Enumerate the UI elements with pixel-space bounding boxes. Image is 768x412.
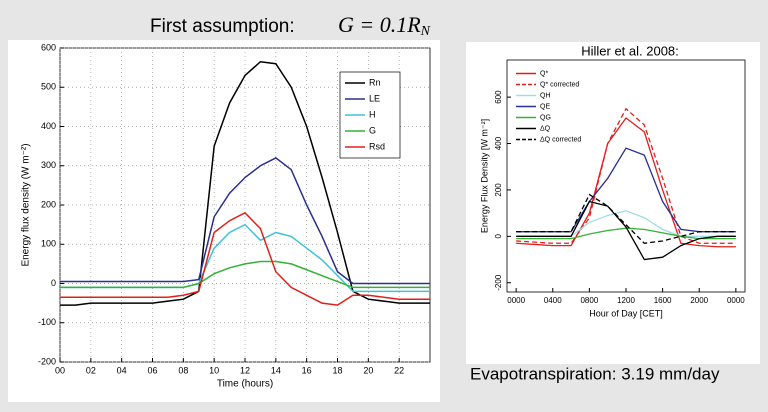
legend-label: Q* corrected bbox=[540, 81, 579, 88]
x-axis-label: Hour of Day [CET] bbox=[589, 308, 663, 318]
legend-label: Rn bbox=[369, 77, 381, 87]
legend-label: Q* bbox=[540, 70, 548, 77]
x-tick-label: 0000 bbox=[507, 296, 525, 305]
x-tick-label: 2000 bbox=[690, 296, 708, 305]
y-axis-label: Energy flux density (W m⁻²) bbox=[21, 143, 32, 266]
x-tick-label: 06 bbox=[147, 365, 157, 375]
x-tick-label: 10 bbox=[209, 365, 219, 375]
footer: Evapotranspiration: 3.19 mm/day bbox=[470, 364, 720, 383]
x-tick-label: 18 bbox=[332, 365, 342, 375]
x-tick-label: 14 bbox=[271, 365, 281, 375]
legend-label: Rsd bbox=[369, 141, 385, 151]
x-tick-label: 0400 bbox=[544, 296, 562, 305]
x-tick-label: 08 bbox=[178, 365, 188, 375]
y-tick-label: 300 bbox=[41, 160, 56, 170]
chart-title: Hiller et al. 2008: bbox=[581, 43, 679, 58]
y-tick-label: -100 bbox=[38, 317, 56, 327]
legend-label: QE bbox=[540, 103, 550, 110]
series-line bbox=[60, 260, 430, 289]
formula-main: G = 0.1R bbox=[338, 12, 421, 37]
x-tick-label: 00 bbox=[55, 365, 65, 375]
y-tick-label: 200 bbox=[41, 199, 56, 209]
slide-title: First assumption: bbox=[150, 16, 295, 37]
formula-subscript: N bbox=[420, 24, 431, 39]
x-tick-label: 0000 bbox=[727, 296, 745, 305]
series-line bbox=[516, 193, 736, 244]
series-line bbox=[516, 200, 736, 261]
x-tick-label: 1200 bbox=[617, 296, 635, 305]
x-axis-label: Time (hours) bbox=[217, 379, 273, 390]
series-line bbox=[60, 211, 430, 306]
y-tick-label: 600 bbox=[41, 42, 56, 52]
legend-label: QG bbox=[540, 114, 551, 121]
legend-label: QH bbox=[540, 92, 551, 99]
legend-label: G bbox=[369, 125, 376, 135]
plot-area bbox=[506, 59, 746, 293]
x-tick-label: 20 bbox=[363, 365, 373, 375]
y-tick-label: -200 bbox=[494, 274, 503, 291]
y-tick-label: 100 bbox=[41, 239, 56, 249]
y-tick-label: 500 bbox=[41, 82, 56, 92]
legend-label: H bbox=[369, 109, 376, 119]
x-tick-label: 02 bbox=[86, 365, 96, 375]
formula: G = 0.1RN bbox=[338, 12, 431, 39]
y-axis-label: Energy Flux Density [W m⁻²] bbox=[479, 119, 489, 233]
legend-label: ΔQ bbox=[540, 125, 551, 132]
y-tick-label: 400 bbox=[41, 121, 56, 131]
series-line bbox=[516, 117, 736, 248]
y-tick-label: 0 bbox=[51, 278, 56, 288]
x-tick-label: 22 bbox=[394, 365, 404, 375]
series-line bbox=[60, 157, 430, 285]
x-tick-label: 04 bbox=[117, 365, 127, 375]
y-tick-label: -200 bbox=[38, 356, 56, 366]
y-tick-label: 200 bbox=[494, 183, 503, 197]
x-tick-label: 12 bbox=[240, 365, 250, 375]
x-tick-label: 0800 bbox=[580, 296, 598, 305]
series-line bbox=[60, 60, 430, 306]
y-tick-label: 600 bbox=[494, 90, 503, 104]
x-tick-label: 16 bbox=[302, 365, 312, 375]
x-tick-label: 1600 bbox=[654, 296, 672, 305]
legend-label: ΔQ corrected bbox=[540, 136, 581, 143]
y-tick-label: 400 bbox=[494, 136, 503, 150]
series-line bbox=[516, 107, 736, 244]
legend-label: LE bbox=[369, 93, 380, 103]
y-tick-label: 0 bbox=[494, 234, 503, 239]
